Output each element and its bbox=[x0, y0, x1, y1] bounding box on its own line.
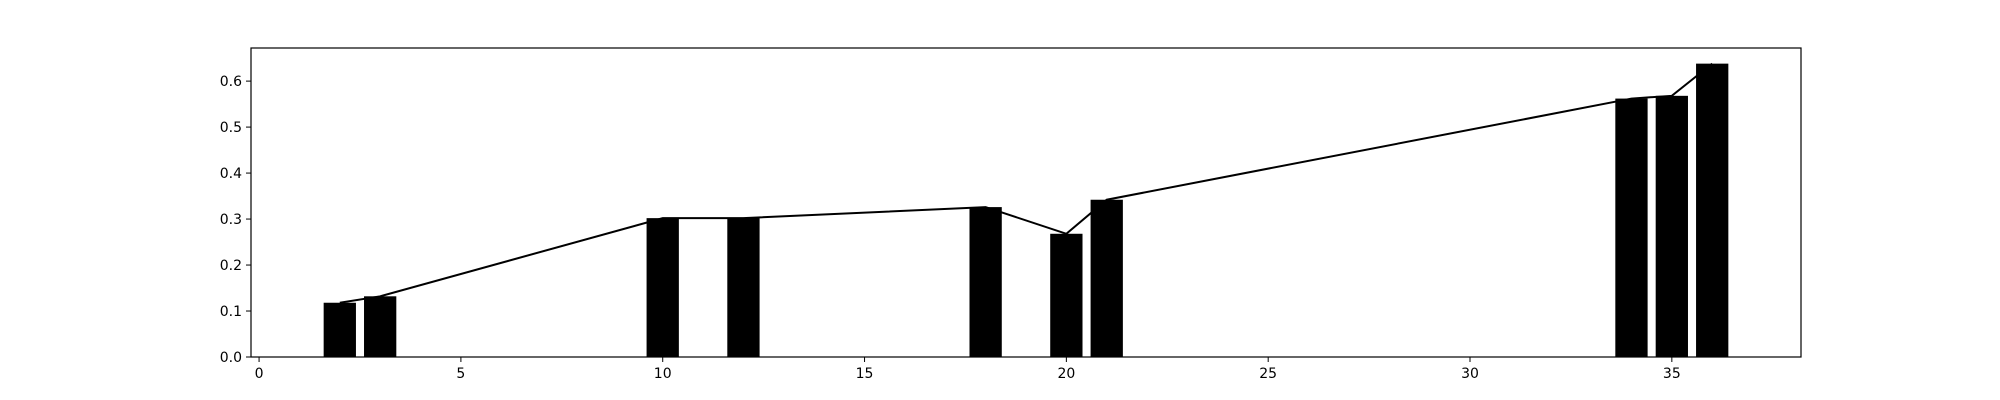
series-line bbox=[339, 62, 1713, 304]
x-axis: 0 5 10 15 20 25 30 35 bbox=[255, 357, 1681, 382]
bar bbox=[646, 218, 679, 357]
y-tick-label: 0.2 bbox=[220, 258, 242, 274]
x-tick-label: 35 bbox=[1663, 366, 1681, 382]
bar bbox=[1655, 95, 1688, 358]
bar bbox=[1696, 63, 1729, 357]
bar bbox=[364, 296, 397, 357]
x-tick-label: 0 bbox=[255, 366, 264, 382]
y-tick-label: 0.3 bbox=[220, 212, 242, 228]
y-axis: 0.0 0.1 0.2 0.3 0.4 0.5 0.6 bbox=[220, 74, 251, 366]
x-tick-label: 15 bbox=[856, 366, 874, 382]
x-tick-label: 10 bbox=[654, 366, 672, 382]
bar bbox=[727, 218, 760, 357]
x-tick-label: 20 bbox=[1057, 366, 1075, 382]
bar bbox=[1615, 98, 1648, 358]
bar bbox=[323, 302, 356, 357]
plot-frame bbox=[250, 47, 1802, 358]
y-tick-label: 0.6 bbox=[220, 74, 242, 90]
y-tick-label: 0.5 bbox=[220, 120, 242, 136]
y-tick-label: 0.4 bbox=[220, 166, 242, 182]
bar bbox=[969, 207, 1002, 357]
x-tick-label: 30 bbox=[1461, 366, 1479, 382]
y-tick-label: 0.0 bbox=[220, 350, 242, 366]
bars-group bbox=[323, 63, 1729, 358]
bar bbox=[1090, 199, 1123, 357]
y-tick-label: 0.1 bbox=[220, 304, 242, 320]
x-tick-label: 25 bbox=[1259, 366, 1277, 382]
x-tick-label: 5 bbox=[456, 366, 465, 382]
bar bbox=[1050, 233, 1083, 357]
